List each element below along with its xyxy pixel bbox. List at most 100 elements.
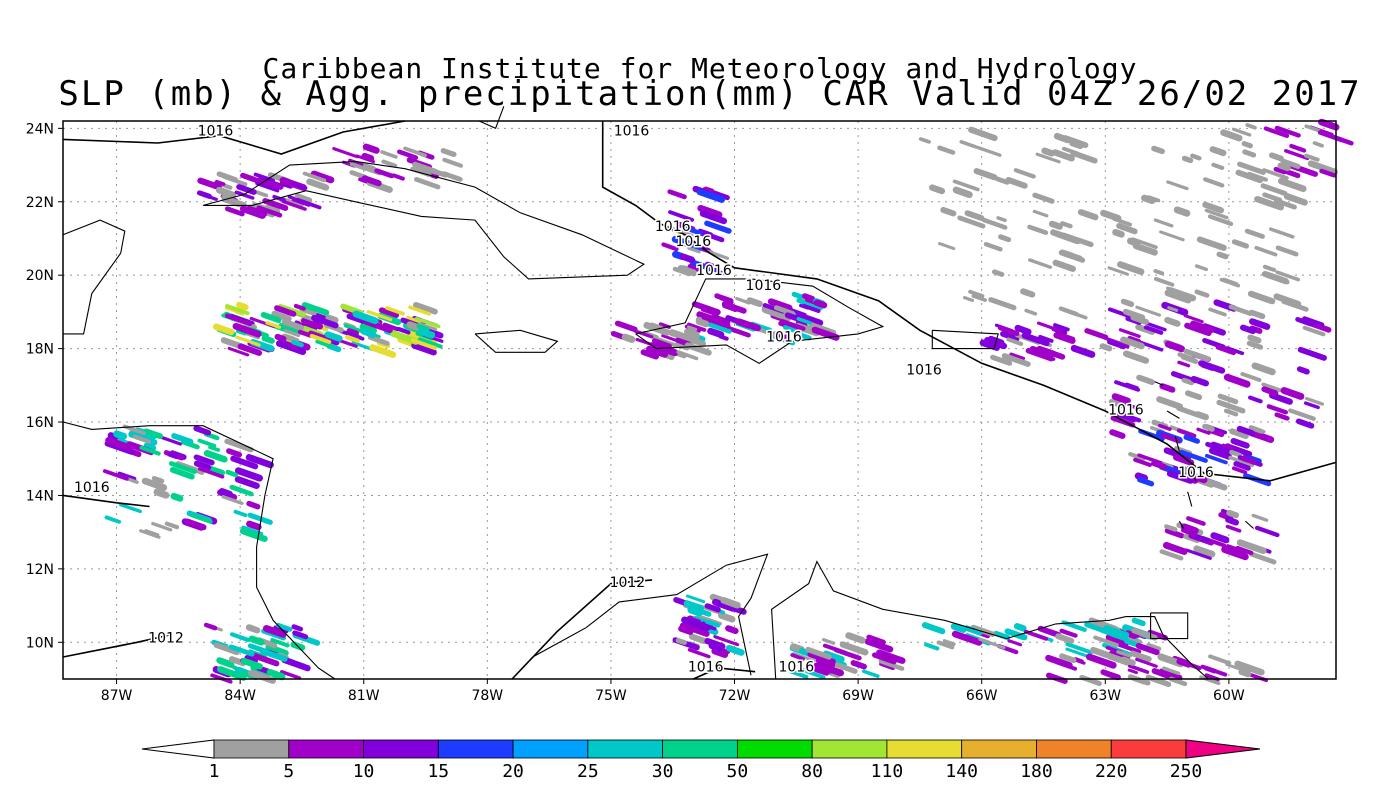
colorbar-low-triangle	[141, 739, 215, 759]
precip-streak	[218, 488, 233, 498]
precip-streak	[1128, 636, 1143, 644]
isobar-line	[62, 494, 150, 508]
precip-streak	[397, 149, 419, 160]
precip-streak	[1221, 443, 1235, 450]
precip-streak	[1203, 665, 1217, 674]
precip-streak	[1242, 453, 1262, 464]
precip-streak	[963, 296, 975, 302]
precip-streak	[1317, 130, 1345, 143]
lon-tick-label: 66W	[966, 688, 998, 704]
precip-streak	[1249, 551, 1277, 565]
precip-streak	[1014, 324, 1032, 335]
lat-tick-label: 10N	[26, 635, 54, 651]
colorbar-label: 180	[1020, 761, 1053, 782]
lon-tick-label: 75W	[595, 688, 627, 704]
precip-streak	[1041, 147, 1055, 157]
precip-streak	[1203, 177, 1225, 188]
precip-streak	[924, 642, 940, 651]
precip-streak	[1021, 332, 1050, 347]
precip-streak	[1269, 152, 1284, 162]
precip-streak	[614, 320, 638, 333]
precip-streak	[1121, 401, 1142, 411]
precip-streak	[224, 438, 254, 453]
precip-streak	[247, 512, 273, 525]
precip-streak	[281, 199, 307, 211]
precip-streak	[1162, 541, 1188, 555]
precip-streak	[1060, 232, 1082, 245]
precip-streak	[671, 235, 703, 252]
precip-streak	[1004, 628, 1028, 641]
precip-streak	[346, 328, 359, 337]
precip-streak	[1124, 382, 1139, 391]
precip-streak	[1159, 230, 1185, 242]
precip-streak	[1273, 293, 1302, 308]
precip-streak	[412, 161, 438, 175]
precip-streak	[1289, 143, 1307, 153]
precip-streak	[1208, 654, 1232, 666]
precip-streak	[1189, 472, 1208, 484]
precip-streak	[778, 320, 802, 333]
precip-streak	[1013, 623, 1027, 632]
precip-streak	[964, 210, 985, 221]
precip-streak	[385, 306, 405, 316]
precip-streak	[937, 145, 956, 155]
precip-streak	[779, 318, 806, 331]
coastline	[771, 560, 1209, 680]
precip-streak	[1211, 162, 1225, 170]
precip-streak	[352, 310, 379, 325]
coastline	[931, 329, 999, 350]
precip-streak	[302, 171, 327, 183]
precip-streak	[997, 325, 1020, 337]
precip-streak	[1269, 392, 1293, 405]
precip-streak	[708, 642, 723, 652]
isobar-label: 1016	[1178, 465, 1214, 481]
precip-streak	[1216, 399, 1246, 414]
precip-streak	[203, 622, 218, 631]
isobar-label: 1016	[688, 660, 724, 676]
precip-streak	[1164, 289, 1192, 304]
precip-streak	[1194, 289, 1210, 298]
precip-streak	[1266, 404, 1288, 415]
colorbar-label: 220	[1095, 761, 1128, 782]
precip-streak	[366, 310, 393, 322]
precip-streak	[1060, 221, 1073, 229]
precip-streak	[118, 502, 142, 514]
title-product: SLP (mb) & Agg. precipitation(mm) CAR Va…	[58, 74, 1362, 114]
precip-streak	[102, 469, 129, 481]
precip-streak	[1048, 220, 1063, 230]
isobar-label: 1016	[1108, 403, 1144, 419]
precip-streak	[1176, 405, 1200, 418]
precip-streak	[221, 495, 244, 505]
precip-streak	[1277, 162, 1291, 172]
precip-streak	[245, 454, 274, 469]
precip-streak	[712, 598, 736, 612]
precip-streak	[1235, 169, 1264, 184]
isobar-line	[601, 121, 1337, 482]
precip-streak	[805, 646, 832, 660]
precip-streak	[1296, 366, 1310, 375]
precip-streak	[1166, 180, 1189, 191]
precip-streak	[381, 159, 398, 168]
precip-streak	[244, 654, 258, 665]
precip-streak	[714, 293, 734, 304]
precip-streak	[1058, 306, 1079, 317]
precip-streak	[105, 437, 133, 452]
precip-streak	[1248, 309, 1266, 320]
precip-streak	[667, 189, 687, 200]
precip-streak	[1225, 663, 1242, 671]
precip-streak	[1126, 630, 1140, 638]
precip-streak	[361, 175, 382, 187]
precip-streak	[1240, 324, 1256, 335]
precip-streak	[1158, 423, 1172, 431]
colorbar-label: 110	[871, 761, 904, 782]
precip-streak	[287, 343, 299, 350]
precip-streak	[1231, 548, 1246, 557]
precip-streak	[1237, 161, 1266, 175]
precip-streak	[291, 182, 308, 190]
precip-streak	[720, 597, 741, 609]
precip-streak	[1217, 393, 1239, 405]
precip-streak	[236, 301, 249, 311]
isobars	[62, 120, 1337, 680]
precip-streak	[300, 317, 324, 330]
precip-streak	[796, 317, 812, 325]
